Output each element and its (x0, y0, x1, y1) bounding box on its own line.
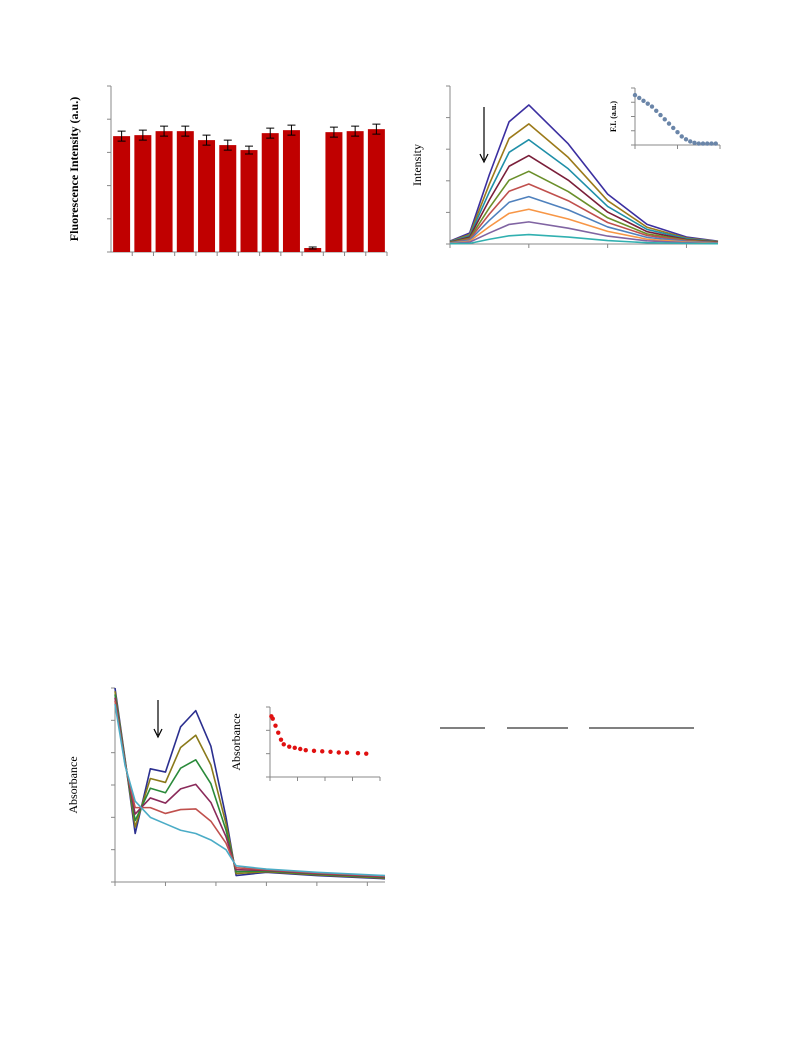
spectrum-line (449, 154, 719, 243)
spectrum-line (114, 704, 386, 877)
point (355, 751, 361, 756)
spectrum-line (114, 697, 386, 878)
bar (113, 136, 131, 252)
arrow-head (153, 728, 163, 739)
arrow-head (479, 153, 489, 164)
error-bar (160, 125, 169, 137)
point (311, 748, 317, 754)
bar (325, 132, 343, 252)
y-axis-label: Absorbance (66, 756, 80, 813)
point (641, 98, 646, 104)
spectrum-line (449, 183, 719, 244)
spectrum-line (114, 694, 386, 879)
point (709, 141, 714, 146)
error-bar (117, 130, 126, 142)
error-bar (329, 126, 338, 138)
spectrum-line (449, 123, 719, 243)
spectrum-line (449, 104, 719, 242)
spectrum-line (449, 208, 719, 245)
point (649, 104, 655, 109)
error-bar (245, 145, 253, 155)
error-bar (138, 129, 147, 141)
y-axis-label: F.I. (a.u.) (609, 101, 618, 132)
spectrum-line (449, 195, 719, 244)
spectrum-line (449, 221, 719, 245)
spectrum-line (114, 687, 386, 880)
point (364, 751, 369, 756)
point (303, 747, 308, 753)
point (287, 744, 292, 749)
point (328, 749, 333, 754)
spectrum-line (114, 691, 386, 879)
point (654, 108, 659, 114)
point (336, 750, 341, 755)
bar (261, 133, 279, 252)
point (270, 716, 275, 721)
point (662, 117, 667, 122)
spectrum-line (449, 138, 719, 243)
point (666, 121, 672, 126)
bar (198, 140, 216, 252)
bar (240, 150, 258, 252)
point (273, 723, 278, 728)
point (344, 750, 350, 755)
point (688, 139, 693, 144)
y-axis-label: Absorbance (229, 713, 243, 770)
bar (367, 129, 385, 252)
error-bar (372, 123, 381, 135)
bar (134, 135, 152, 252)
y-axis-label: Fluorescence Intensity (a.u.) (67, 97, 81, 241)
point (683, 137, 689, 142)
point (281, 742, 286, 747)
point (658, 112, 663, 118)
error-bar (181, 125, 190, 137)
error-bar (351, 125, 360, 137)
spectrum-line (114, 700, 386, 877)
spectrum-line (449, 233, 719, 245)
point (320, 749, 325, 754)
point (700, 141, 706, 146)
point (705, 141, 710, 146)
point (292, 745, 297, 751)
error-bar (223, 139, 232, 151)
bar (176, 131, 194, 252)
error-bar (308, 246, 317, 250)
point (278, 737, 284, 742)
point (679, 134, 684, 139)
point (696, 141, 701, 146)
bar (346, 131, 364, 252)
point (637, 95, 642, 101)
spectrum-line (449, 170, 719, 244)
error-bar (266, 127, 275, 139)
point (632, 92, 638, 98)
error-bar (202, 134, 211, 146)
point (298, 746, 303, 752)
error-bar (287, 124, 296, 136)
point (276, 730, 281, 735)
point (671, 125, 676, 131)
bar (282, 130, 300, 252)
bar (219, 145, 237, 252)
bar (304, 248, 322, 252)
bar (155, 131, 173, 252)
point (713, 141, 718, 146)
y-axis-label: Intensity (410, 144, 424, 186)
point (645, 101, 650, 106)
point (692, 140, 697, 146)
point (675, 129, 680, 135)
